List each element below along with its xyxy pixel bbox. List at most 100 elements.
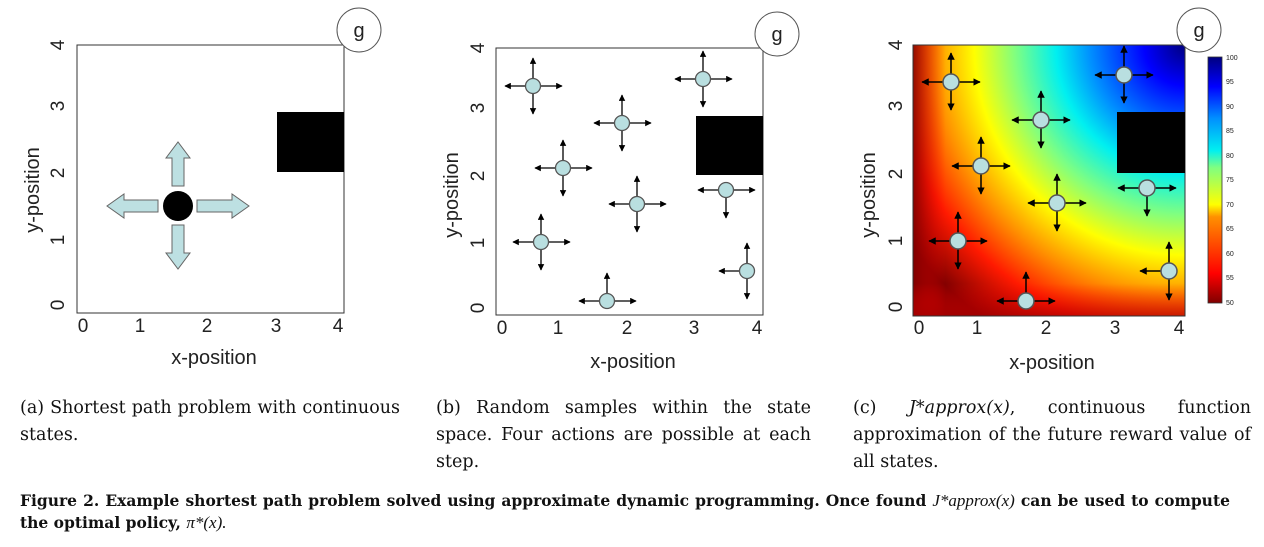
goal-marker: g: [1176, 7, 1222, 53]
svg-text:4: 4: [468, 42, 489, 53]
colorbar-ticks: 100 95 90 85 80 75 70 65 60 55 50: [1226, 55, 1238, 307]
obstacle: [1117, 112, 1185, 173]
y-axis-label: y-position: [441, 152, 463, 238]
sample-node: [608, 175, 667, 233]
svg-text:85: 85: [1226, 128, 1234, 135]
x-ticks: 0 1 2 3 4: [497, 318, 763, 339]
arrow-right-icon: [196, 193, 250, 219]
sample-node: [512, 213, 571, 271]
svg-text:4: 4: [333, 316, 344, 337]
plot-area: [76, 44, 345, 314]
sample-node: [1027, 173, 1087, 232]
figure-label: Figure 2.: [20, 491, 100, 510]
obstacle: [277, 112, 344, 172]
goal-label: g: [1193, 20, 1204, 42]
sample-node: [593, 94, 652, 152]
svg-text:2: 2: [202, 316, 213, 337]
sample-node: [951, 136, 1011, 195]
caption-c-text: , continuous function approximation of t…: [853, 398, 1251, 472]
svg-text:90: 90: [1226, 104, 1234, 111]
svg-text:75: 75: [1226, 177, 1234, 184]
figure-caption: Figure 2. Example shortest path problem …: [20, 490, 1230, 534]
svg-text:3: 3: [271, 316, 282, 337]
caption-a: (a) Shortest path problem with continuou…: [20, 395, 400, 449]
figure-canvas: g 0 1 2 3 4 x-position 0 1 2 3 4 y-posit…: [22, 7, 1238, 374]
x-axis-label: x-position: [590, 351, 676, 373]
svg-text:100: 100: [1226, 55, 1238, 62]
sample-node: [1117, 179, 1177, 217]
svg-text:0: 0: [497, 318, 508, 339]
svg-text:1: 1: [48, 235, 69, 246]
caption-a-prefix: (a): [20, 398, 45, 418]
caption-c-prefix: (c): [853, 398, 877, 418]
caption-b-text: Random samples within the state space. F…: [436, 398, 811, 472]
action-arrows: [106, 141, 250, 270]
sample-node: [504, 57, 563, 115]
sample-nodes: [921, 45, 1178, 310]
y-ticks: 0 1 2 3 4: [468, 42, 489, 313]
svg-text:3: 3: [689, 318, 700, 339]
y-axis-label: y-position: [858, 152, 880, 238]
goal-marker: g: [754, 11, 800, 57]
svg-text:70: 70: [1226, 202, 1234, 209]
svg-text:2: 2: [1041, 318, 1052, 339]
svg-text:4: 4: [886, 39, 907, 50]
panel-b: g: [441, 11, 800, 373]
sample-node: [1094, 45, 1154, 104]
svg-text:2: 2: [622, 318, 633, 339]
goal-label: g: [771, 24, 782, 46]
sample-node: [928, 211, 988, 270]
svg-text:1: 1: [972, 318, 983, 339]
figure-caption-text-2: can be used to compute the optimal polic…: [20, 491, 1230, 532]
goal-label: g: [353, 20, 364, 42]
obstacle: [696, 116, 763, 175]
svg-text:3: 3: [886, 101, 907, 112]
arrow-left-icon: [106, 193, 159, 219]
caption-b-prefix: (b): [436, 398, 461, 418]
svg-text:4: 4: [752, 318, 763, 339]
x-ticks: 0 1 2 3 4: [78, 316, 344, 337]
sample-node: [718, 242, 756, 300]
arrow-up-icon: [165, 141, 191, 187]
svg-text:1: 1: [886, 236, 907, 247]
sample-node: [697, 181, 756, 219]
sample-node: [578, 272, 637, 310]
panel-a: g 0 1 2 3 4 x-position 0 1 2 3 4 y-posit…: [22, 7, 382, 369]
y-ticks: 0 1 2 3 4: [886, 39, 907, 312]
y-axis-label: y-position: [22, 147, 44, 233]
panel-c: g: [858, 7, 1238, 374]
y-ticks: 0 1 2 3 4: [48, 39, 69, 310]
sample-node: [921, 52, 981, 111]
agent: [163, 191, 193, 221]
x-ticks: 0 1 2 3 4: [914, 318, 1185, 339]
sample-node: [674, 50, 733, 108]
colorbar: 100 95 90 85 80 75 70 65 60 55 50: [1207, 55, 1238, 307]
sample-nodes: [504, 50, 756, 310]
arrow-down-icon: [165, 224, 191, 270]
sample-node: [534, 139, 593, 197]
svg-text:60: 60: [1226, 251, 1234, 258]
svg-text:2: 2: [48, 168, 69, 179]
caption-c: (c) J*approx(x), continuous function app…: [853, 395, 1251, 476]
svg-text:1: 1: [135, 316, 146, 337]
caption-a-text: Shortest path problem with continuous st…: [20, 398, 400, 445]
svg-text:55: 55: [1226, 275, 1234, 282]
svg-text:0: 0: [468, 303, 489, 314]
svg-text:1: 1: [468, 238, 489, 249]
svg-text:65: 65: [1226, 226, 1234, 233]
figure-caption-math-1: J*approx(x): [932, 491, 1015, 510]
svg-text:2: 2: [468, 171, 489, 182]
x-axis-label: x-position: [1009, 352, 1095, 374]
svg-text:2: 2: [886, 169, 907, 180]
svg-text:4: 4: [1174, 318, 1185, 339]
figure-caption-text: Example shortest path problem solved usi…: [105, 491, 927, 510]
x-axis-label: x-position: [171, 347, 257, 369]
svg-text:0: 0: [914, 318, 925, 339]
svg-text:1: 1: [553, 318, 564, 339]
svg-text:0: 0: [886, 302, 907, 313]
caption-b: (b) Random samples within the state spac…: [436, 395, 811, 476]
sample-node: [996, 271, 1056, 310]
sample-node: [1011, 90, 1071, 149]
svg-text:50: 50: [1226, 300, 1234, 307]
goal-marker: g: [336, 7, 382, 53]
